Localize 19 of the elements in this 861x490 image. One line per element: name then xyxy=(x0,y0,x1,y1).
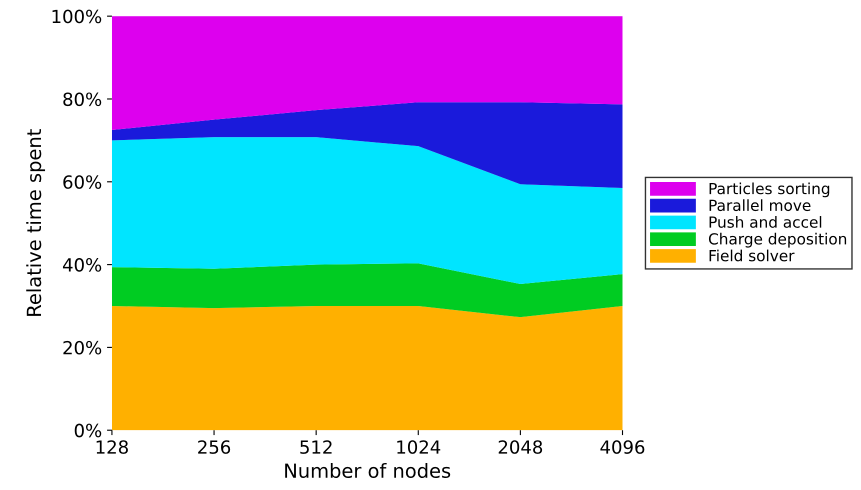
y-tick-label: 80% xyxy=(63,92,102,106)
y-tick-label: 60% xyxy=(63,175,102,189)
x-tick-label: 2048 xyxy=(498,440,542,454)
legend-label: Push and accel xyxy=(710,216,822,228)
legend-label: Parallel move xyxy=(710,199,810,212)
legend-label: Field solver xyxy=(710,250,794,262)
x-tick-label: 1024 xyxy=(397,440,440,454)
y-tick-label: 40% xyxy=(62,258,102,272)
legend-label: Charge deposition xyxy=(708,232,846,248)
x-tick-label: 512 xyxy=(300,440,332,454)
legend-label: Particles sorting xyxy=(710,182,830,198)
x-tick-label: 256 xyxy=(198,440,230,454)
y-axis-title: Relative time spent xyxy=(26,129,46,316)
y-tick-label: 100% xyxy=(52,10,102,24)
x-tick-label: 4096 xyxy=(600,440,644,454)
x-tick-label: 128 xyxy=(96,440,128,454)
y-tick-label: 20% xyxy=(63,340,102,355)
y-tick-label: 0% xyxy=(74,424,102,438)
x-axis-title: Number of nodes xyxy=(285,462,450,478)
